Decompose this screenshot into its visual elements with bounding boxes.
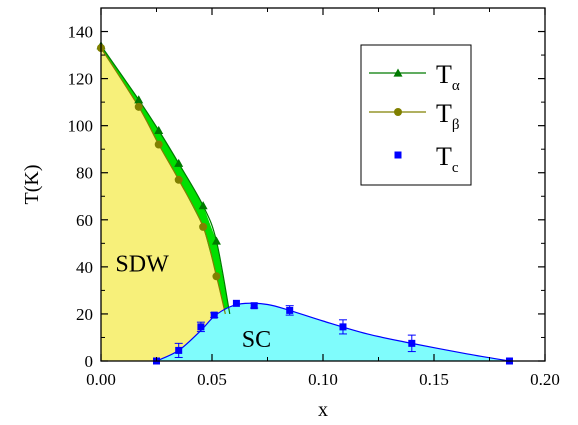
talpha-point (154, 125, 164, 134)
axis-ticks (100, 7, 546, 362)
legend-label-sub: α (452, 78, 460, 94)
x-tick-label: 0.15 (419, 370, 449, 389)
legend-box (360, 44, 472, 186)
y-tick-label: 100 (68, 117, 94, 136)
tc-point (250, 302, 258, 310)
tc-point (286, 306, 294, 314)
talpha-point (134, 95, 144, 104)
y-tick-label: 80 (76, 164, 93, 183)
legend-tbeta-marker (394, 108, 402, 116)
legend-label: Tβ (436, 99, 460, 133)
legend-talpha-marker (393, 68, 403, 77)
tbeta-point (134, 102, 143, 111)
talpha-point (174, 158, 184, 167)
phase-regions (101, 45, 510, 361)
x-tick-label: 0.20 (530, 370, 560, 389)
y-tick-label: 0 (85, 352, 94, 371)
sdw-region (101, 48, 230, 361)
talpha-point (211, 236, 221, 245)
tbeta-point (154, 140, 163, 149)
y-tick-label: 140 (68, 23, 94, 42)
y-tick-label: 40 (76, 258, 93, 277)
tc-point (408, 339, 416, 347)
legend-label: Tα (436, 60, 460, 94)
tc-point (197, 323, 205, 331)
y-axis-label: T(K) (21, 165, 43, 205)
talpha-point (198, 201, 208, 210)
legend-label-main: T (436, 99, 452, 128)
tc-point (210, 311, 218, 319)
legend-label-sub: β (452, 117, 460, 133)
tbeta-point (212, 272, 221, 281)
axis-tick-labels: 0.00 0.05 0.10 0.15 0.20 0 20 40 60 80 100 120 140 (68, 23, 560, 389)
legend-label: Tc (436, 142, 459, 176)
legend-label-sub: c (452, 160, 459, 176)
x-axis-label: x (318, 399, 328, 421)
tc-point (339, 323, 347, 331)
region-label-sdw: SDW (115, 252, 169, 278)
y-tick-label: 60 (76, 211, 93, 230)
region-label-sc: SC (242, 327, 271, 353)
x-tick-label: 0.05 (197, 370, 227, 389)
x-tick-label: 0.00 (86, 370, 116, 389)
y-tick-label: 20 (76, 305, 93, 324)
y-tick-label: 120 (68, 70, 94, 89)
sc-region (156, 303, 510, 361)
legend-label-main: T (436, 60, 452, 89)
legend-label-main: T (436, 142, 452, 171)
legend-tc-marker (394, 151, 402, 159)
tbeta-point (174, 175, 183, 184)
tc-point (175, 346, 183, 354)
x-tick-label: 0.10 (308, 370, 338, 389)
tc-point (232, 299, 240, 307)
tbeta-point (199, 222, 208, 231)
